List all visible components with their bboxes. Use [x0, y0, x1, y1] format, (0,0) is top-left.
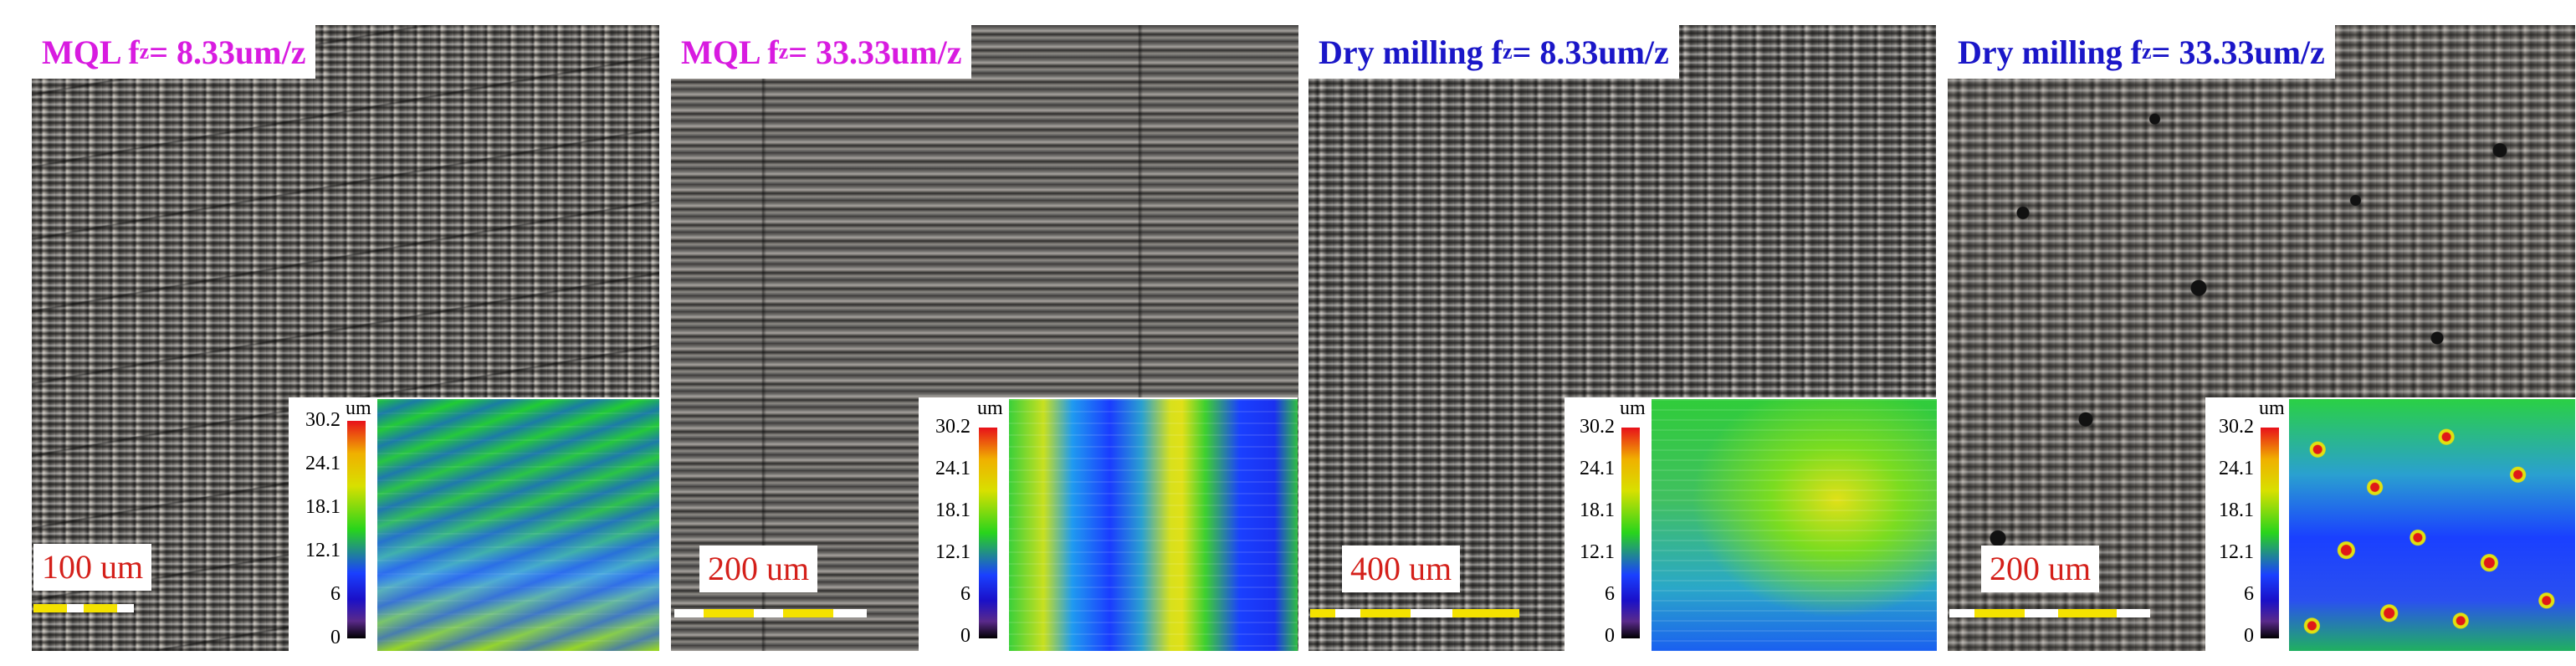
colorbar-tick: 0 — [1605, 625, 1615, 647]
scale-bar — [33, 604, 134, 612]
colorbar-tick: 18.1 — [2219, 500, 2254, 521]
scale-bar — [674, 609, 867, 617]
title-text: Dry milling f — [1958, 33, 2142, 71]
colorbar-tick: 18.1 — [1580, 500, 1615, 521]
height-map-inset: um 30.2 24.1 18.1 12.1 6 0 — [289, 397, 659, 651]
colorbar — [347, 421, 366, 638]
colorbar-unit: um — [977, 397, 1003, 419]
colorbar-tick: 30.2 — [1580, 416, 1615, 438]
colorbar-tick: 24.1 — [1580, 458, 1615, 479]
colorbar-tick: 30.2 — [305, 409, 341, 431]
title-text: Dry milling f — [1319, 33, 1503, 71]
colorbar-tick: 18.1 — [935, 500, 970, 521]
colorbar-tick: 0 — [2244, 625, 2254, 647]
title-value: = 33.33um/z — [2151, 33, 2325, 71]
title-value: = 33.33um/z — [788, 33, 962, 71]
height-map-inset: um 30.2 24.1 18.1 12.1 6 0 — [2205, 397, 2575, 651]
scale-label: 200 um — [1981, 546, 2100, 592]
colorbar — [2261, 428, 2279, 638]
colorbar-tick: 24.1 — [305, 453, 341, 474]
scale-label: 100 um — [33, 544, 152, 591]
title-text: MQL f — [42, 33, 140, 71]
colorbar-tick: 0 — [960, 625, 970, 647]
title-subscript: z — [139, 39, 150, 64]
colorbar-tick: 6 — [330, 583, 341, 605]
colorbar-tick: 6 — [1605, 583, 1615, 605]
colorbar-unit: um — [2259, 397, 2285, 419]
scale-bar — [1310, 609, 1519, 617]
colorbar-tick: 12.1 — [2219, 541, 2254, 563]
colorbar-unit: um — [346, 397, 371, 419]
colorbar-unit: um — [1620, 397, 1646, 419]
title-subscript: z — [2141, 39, 2152, 64]
title-value: = 8.33um/z — [1512, 33, 1669, 71]
colorbar-tick: 18.1 — [305, 496, 341, 518]
title-subscript: z — [778, 39, 789, 64]
height-map-inset: um 30.2 24.1 18.1 12.1 6 0 — [919, 397, 1298, 651]
scale-label: 200 um — [699, 546, 818, 592]
title-value: = 8.33um/z — [149, 33, 306, 71]
colorbar — [1621, 428, 1640, 638]
height-map-image — [1652, 399, 1937, 651]
colorbar-tick: 30.2 — [2219, 416, 2254, 438]
colorbar-tick: 12.1 — [305, 540, 341, 561]
title-text: MQL f — [681, 33, 779, 71]
height-map-image — [2289, 399, 2575, 651]
colorbar-tick: 6 — [960, 583, 970, 605]
colorbar-tick: 12.1 — [935, 541, 970, 563]
scale-bar — [1949, 609, 2150, 617]
colorbar-tick: 0 — [330, 627, 341, 648]
height-map-image — [1009, 399, 1298, 651]
colorbar-tick: 30.2 — [935, 416, 970, 438]
title-subscript: z — [1502, 39, 1513, 64]
colorbar-tick: 24.1 — [935, 458, 970, 479]
height-map-image — [377, 399, 659, 651]
colorbar-tick: 6 — [2244, 583, 2254, 605]
height-map-inset: um 30.2 24.1 18.1 12.1 6 0 — [1565, 397, 1937, 651]
colorbar-tick: 12.1 — [1580, 541, 1615, 563]
colorbar — [979, 428, 997, 638]
colorbar-tick: 24.1 — [2219, 458, 2254, 479]
scale-label: 400 um — [1342, 546, 1461, 592]
